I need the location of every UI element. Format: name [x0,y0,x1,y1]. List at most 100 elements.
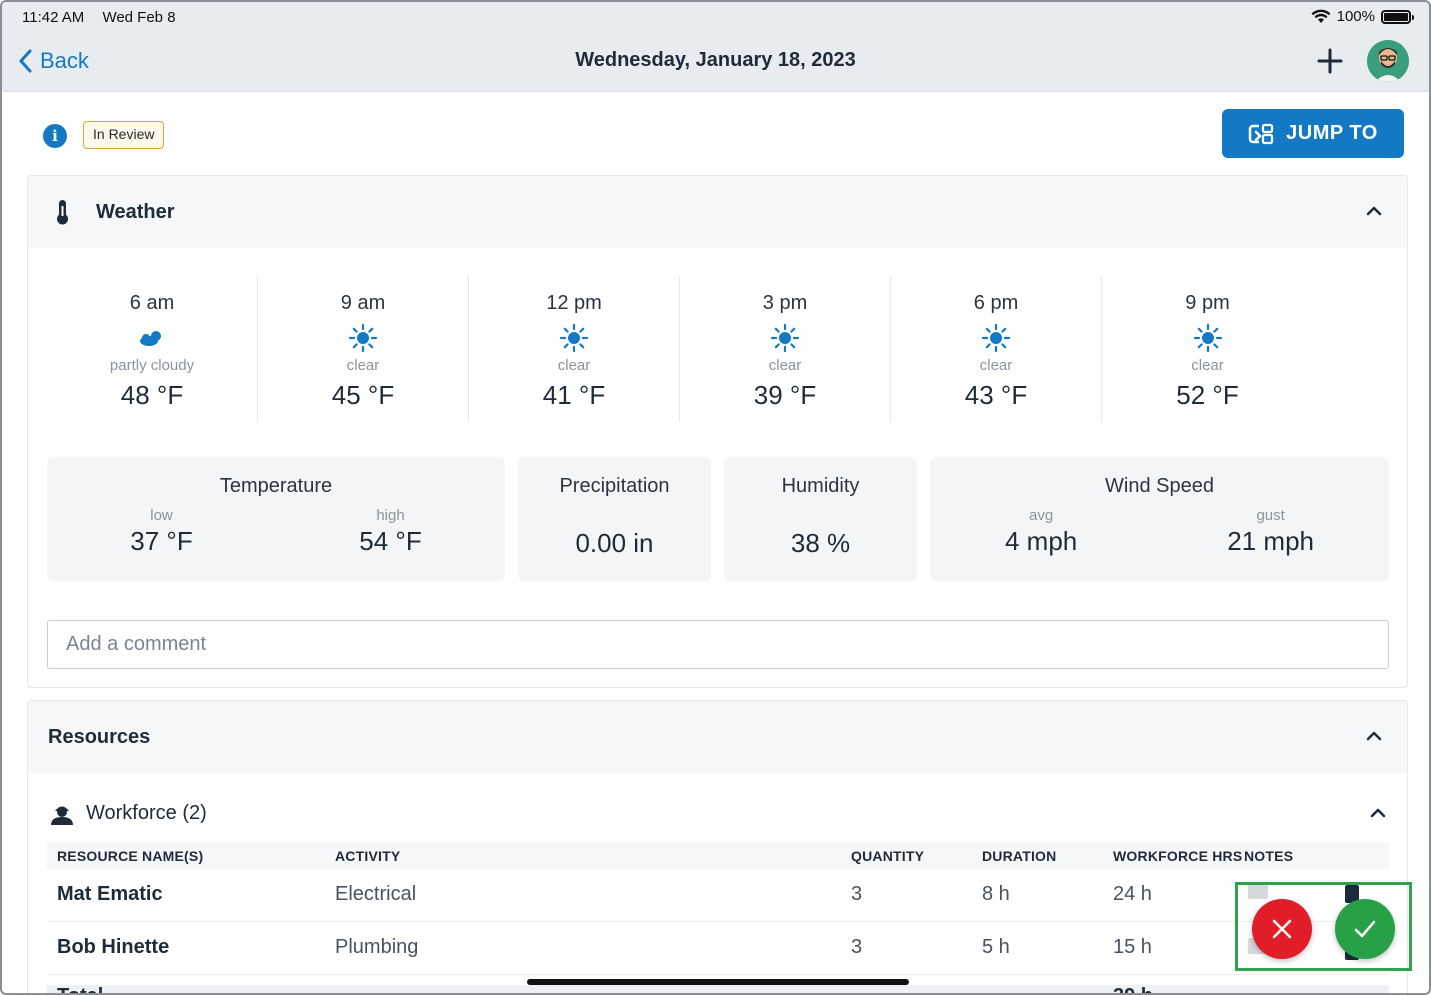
sun-icon [258,321,468,355]
quantity: 3 [851,936,863,958]
back-button[interactable]: Back [18,48,89,74]
hour-condition: clear [346,357,380,374]
jump-to-icon [1248,123,1274,144]
weather-card: Weather 6 am partly cloudy 48 °F 9 am clear 4… [27,175,1408,688]
hour-time: 9 pm [1185,292,1230,314]
status-time: 11:42 AM [22,9,85,26]
wind-avg-value: 4 mph [1005,526,1078,556]
approve-button[interactable] [1335,899,1395,959]
hour-condition: clear [557,357,591,374]
hour-time: 12 pm [546,292,602,314]
user-avatar-icon [1367,40,1409,82]
workforce-header[interactable]: Workforce (2) [50,801,207,825]
thermometer-icon [57,200,68,225]
wind-gust-label: gust [1256,507,1285,524]
precipitation-stat: Precipitation 0.00 in [518,457,711,581]
battery-percent: 100% [1336,8,1375,25]
weather-stats: Temperature low 37 °F high 54 °F Precipi… [47,457,1389,581]
table-row[interactable]: Bob Hinette Plumbing 3 5 h 15 h [47,922,1389,975]
reject-button[interactable] [1252,899,1312,959]
table-row[interactable]: Mat Ematic Electrical 3 8 h 24 h [47,869,1389,922]
wind-stat: Wind Speed avg 4 mph gust 21 mph [930,457,1389,581]
duration: 8 h [982,883,1010,905]
status-date: Wed Feb 8 [102,9,176,26]
comment-input[interactable] [47,620,1389,669]
jump-to-label: JUMP TO [1286,122,1378,144]
workforce-hours: 24 h [1113,883,1152,905]
hour-time: 3 pm [762,292,808,314]
temp-high-value: 54 °F [359,526,422,556]
col-resource-names: RESOURCE NAME(S) [57,848,204,864]
chevron-up-icon[interactable] [1369,804,1387,822]
precipitation-value: 0.00 in [575,528,654,558]
info-icon[interactable]: i [43,124,67,148]
partly-cloudy-icon [47,321,257,355]
top-bar: 11:42 AM Wed Feb 8 100% Back Wednesday, … [2,2,1429,92]
chevron-left-icon [19,49,32,73]
hour-forecast: 9 pm clear 52 °F [1102,276,1313,422]
activity: Plumbing [335,936,419,958]
col-notes: NOTES [1244,848,1294,864]
total-label: Total [57,985,103,993]
weather-header[interactable]: Weather [28,176,1407,248]
weather-title: Weather [96,200,175,223]
plus-icon[interactable] [1315,46,1345,76]
check-icon [1354,920,1376,938]
resources-header[interactable]: Resources [28,701,1407,773]
col-workforce-hrs: WORKFORCE HRS [1113,848,1243,864]
hour-forecast: 6 am partly cloudy 48 °F [47,276,258,422]
temperature-stat: Temperature low 37 °F high 54 °F [47,457,505,581]
hour-temp: 43 °F [964,380,1028,410]
hour-time: 6 pm [973,292,1019,314]
avatar[interactable] [1367,40,1409,82]
wifi-icon [1311,9,1331,23]
col-quantity: QUANTITY [851,848,925,864]
chevron-up-icon[interactable] [1365,202,1383,220]
humidity-stat: Humidity 38 % [724,457,917,581]
hour-temp: 52 °F [1176,380,1239,410]
col-activity: ACTIVITY [335,848,401,864]
hour-condition: clear [1191,357,1224,374]
hour-temp: 41 °F [542,380,606,410]
total-hours: 39 h [1113,985,1153,993]
status-bar: 11:42 AM Wed Feb 8 [22,9,190,26]
hour-forecast: 6 pm clear 43 °F [891,276,1102,422]
status-badge: In Review [83,121,165,149]
chevron-up-icon[interactable] [1365,727,1383,745]
col-duration: DURATION [982,848,1057,864]
resources-title: Resources [48,725,151,748]
wind-avg-label: avg [1029,507,1054,524]
hour-condition: clear [768,357,802,374]
worker-icon [51,806,73,825]
resources-card: Resources Workforce (2) RESOURCE NAME(S)… [27,700,1408,993]
hourly-forecast: 6 am partly cloudy 48 °F 9 am clear 45 °F 12 p… [28,276,1407,422]
temp-low-label: low [150,507,173,524]
hour-forecast: 12 pm clear 41 °F [469,276,680,422]
humidity-label: Humidity [781,475,860,497]
resource-name: Mat Ematic [57,883,163,905]
workforce-label: Workforce (2) [86,801,207,824]
hour-temp: 48 °F [120,380,184,410]
battery-icon [1381,9,1414,24]
sun-icon [891,321,1101,355]
notes-icon[interactable] [1248,883,1268,899]
temp-high-label: high [376,507,405,524]
duration: 5 h [982,936,1010,958]
workforce-hours: 15 h [1113,936,1152,958]
activity: Electrical [335,883,417,905]
back-label: Back [40,48,89,73]
temp-low-value: 37 °F [130,526,193,556]
wind-gust-value: 21 mph [1227,526,1314,556]
total-row: Total 39 h [47,985,1389,993]
hour-time: 6 am [129,292,175,314]
review-actions [1235,882,1412,971]
home-indicator[interactable] [527,979,909,985]
jump-to-button[interactable]: JUMP TO [1222,109,1404,158]
sun-icon [680,321,890,355]
resource-name: Bob Hinette [57,936,170,958]
table-header: RESOURCE NAME(S) ACTIVITY QUANTITY DURAT… [47,842,1389,869]
bookmark-icon[interactable] [1345,885,1359,903]
hour-temp: 45 °F [331,380,395,410]
hour-condition: partly cloudy [109,357,195,374]
hour-forecast: 3 pm clear 39 °F [680,276,891,422]
